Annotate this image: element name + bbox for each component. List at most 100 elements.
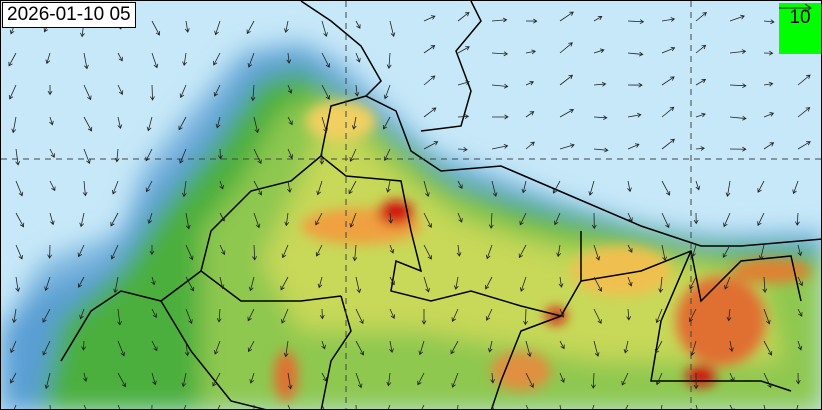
wind-arrow	[349, 148, 357, 162]
wind-arrow	[491, 180, 498, 197]
wind-arrow	[661, 212, 670, 229]
wind-arrow	[689, 276, 697, 290]
wind-arrow	[151, 52, 159, 69]
wind-arrow	[525, 141, 535, 150]
wind-arrow	[795, 372, 801, 385]
wind-arrow	[491, 83, 509, 89]
wind-arrow	[42, 340, 51, 356]
wind-arrow	[491, 114, 509, 120]
wind-arrow	[485, 276, 493, 290]
wind-arrow	[287, 84, 293, 94]
wind-arrow	[113, 276, 119, 294]
wind-arrow	[79, 308, 85, 320]
wind-arrow	[691, 244, 697, 258]
wind-arrow	[151, 372, 157, 386]
wind-arrow	[763, 372, 772, 389]
wind-arrow	[8, 84, 17, 100]
wind-arrow	[117, 340, 126, 357]
wind-arrow	[49, 148, 55, 158]
wind-arrow	[763, 19, 775, 25]
wind-arrow	[661, 106, 675, 118]
wind-arrow	[321, 372, 327, 382]
wind-arrow	[42, 308, 51, 323]
wind-arrow	[423, 244, 432, 260]
wind-arrow	[661, 244, 667, 262]
wind-arrow	[559, 143, 575, 150]
wind-arrow	[797, 107, 811, 118]
wind-arrow	[117, 372, 127, 388]
wind-arrow	[627, 19, 645, 25]
wind-arrow	[117, 52, 123, 62]
wind-arrow	[457, 11, 470, 22]
wind-arrow	[693, 372, 699, 390]
wind-arrow	[348, 180, 357, 195]
wind-arrow	[417, 372, 425, 386]
wind-arrow	[11, 116, 17, 134]
wind-arrow	[421, 404, 425, 409]
wind-arrow	[729, 14, 745, 22]
wind-arrow	[451, 308, 459, 322]
wind-arrow	[286, 52, 292, 64]
wind-arrow	[457, 147, 468, 152]
wind-arrow	[355, 340, 365, 356]
wind-arrow	[316, 180, 323, 196]
wind-arrow	[525, 404, 529, 409]
wind-arrow	[151, 276, 156, 286]
wind-arrow	[797, 340, 803, 351]
wind-arrow	[11, 308, 17, 324]
wind-arrow	[593, 244, 601, 261]
wind-arrow	[15, 180, 24, 197]
wind-arrow	[117, 84, 124, 95]
wind-arrow	[763, 404, 766, 409]
wind-arrow	[213, 340, 221, 355]
wind-arrow	[110, 244, 119, 260]
wind-arrow	[387, 404, 391, 409]
wind-arrow	[723, 212, 731, 228]
wind-arrow	[457, 46, 470, 54]
wind-arrow	[185, 308, 193, 324]
wind-arrow	[757, 212, 765, 227]
wind-arrow	[729, 49, 747, 54]
wind-arrow	[456, 244, 462, 257]
wind-arrow	[219, 180, 224, 190]
wind-arrow	[729, 404, 735, 409]
wind-arrow	[423, 276, 430, 293]
wind-arrow	[110, 212, 119, 227]
wind-arrow	[388, 212, 394, 224]
wind-arrow	[389, 244, 395, 254]
wind-arrow	[695, 78, 707, 86]
wind-arrow	[559, 42, 573, 54]
wind-arrow	[83, 116, 93, 132]
wind-arrow	[763, 112, 775, 118]
wind-arrow	[319, 148, 325, 165]
wind-arrow	[283, 340, 289, 358]
wind-arrow	[219, 244, 226, 256]
wind-arrow	[625, 404, 629, 409]
wind-arrow	[15, 148, 21, 166]
wind-arrow	[457, 114, 470, 119]
wind-arrow	[695, 404, 698, 409]
wind-arrow	[321, 52, 330, 68]
wind-arrow	[151, 404, 153, 409]
wind-arrow	[182, 52, 187, 67]
wind-arrow	[627, 276, 633, 287]
wind-arrow	[518, 244, 527, 259]
wind-arrow	[284, 212, 290, 227]
wind-arrow	[280, 276, 289, 291]
wind-arrow	[729, 83, 747, 89]
wind-arrow	[423, 15, 436, 22]
wind-arrow	[247, 308, 255, 322]
wind-arrow	[729, 372, 735, 382]
wind-arrow	[792, 180, 799, 195]
wind-arrow	[660, 404, 663, 409]
wind-arrow	[796, 404, 799, 409]
wind-arrow	[423, 75, 436, 86]
wind-arrow	[151, 308, 157, 319]
wind-arrow	[179, 84, 187, 99]
wind-arrow	[253, 180, 263, 196]
wind-arrow	[150, 84, 155, 101]
wind-arrow	[281, 244, 289, 259]
wind-arrow	[559, 308, 565, 318]
